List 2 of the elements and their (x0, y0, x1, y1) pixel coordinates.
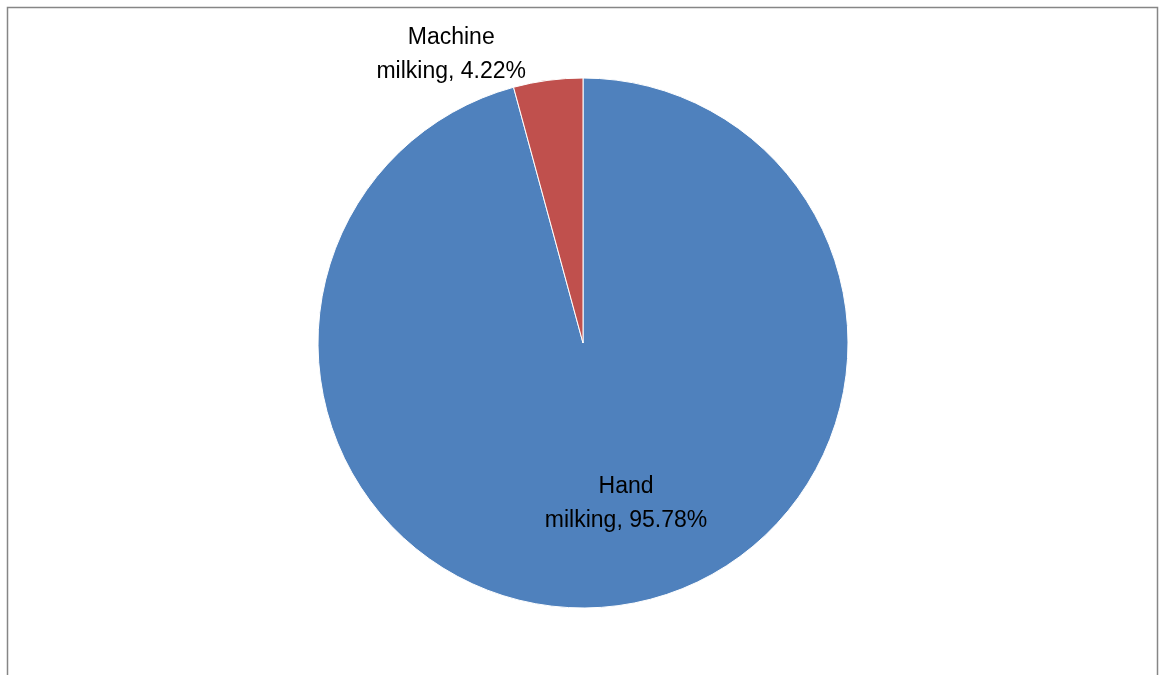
slice-label: Hand milking, 95.78% (544, 471, 708, 532)
slice-label: Machine milking, 4.22% (376, 23, 527, 84)
